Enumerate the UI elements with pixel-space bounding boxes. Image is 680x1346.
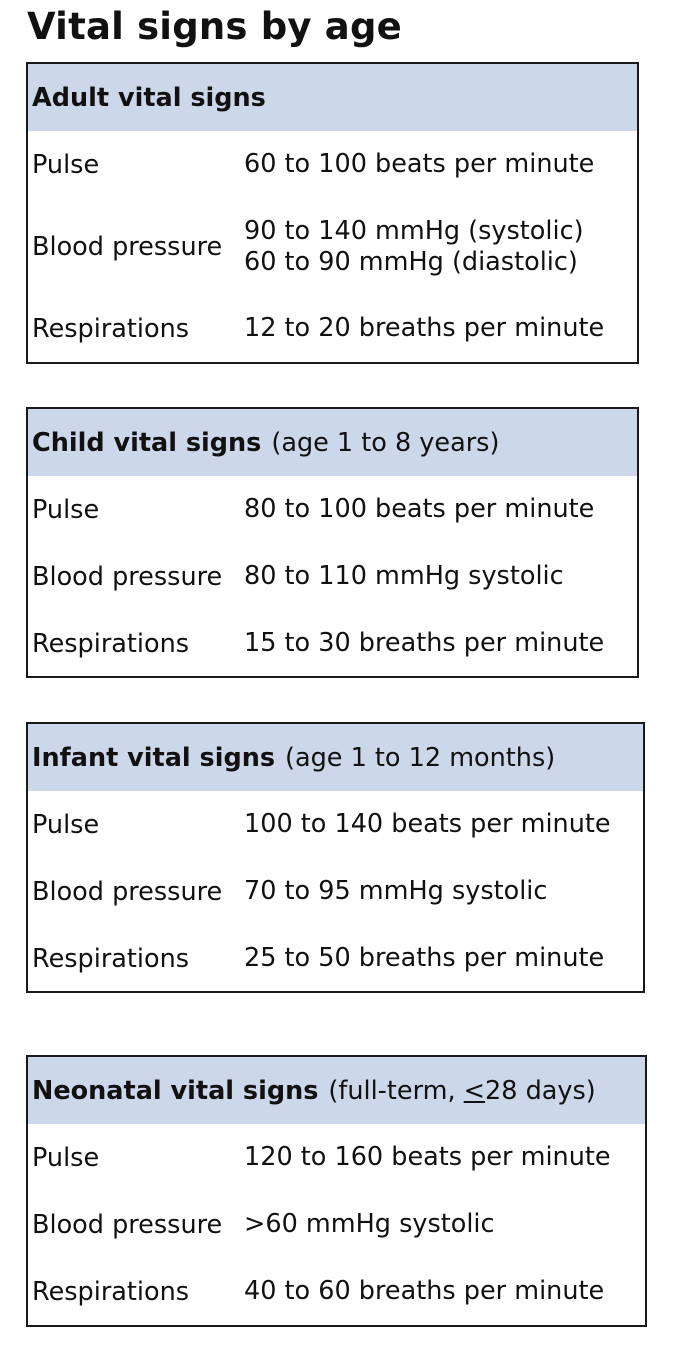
- row-label: Respirations: [32, 943, 190, 974]
- row-value: 80 to 110 mmHg systolic: [244, 561, 564, 591]
- adult-vitals-table: Adult vital signs Pulse 60 to 100 beats …: [26, 62, 639, 364]
- table-header: Adult vital signs: [28, 64, 637, 131]
- table-row-respirations: Respirations 40 to 60 breaths per minute: [28, 1258, 645, 1325]
- child-vitals-table: Child vital signs (age 1 to 8 years) Pul…: [26, 407, 639, 678]
- less-than-or-equal-symbol: <: [463, 1075, 486, 1106]
- row-label: Respirations: [32, 628, 190, 659]
- table-heading: Adult vital signs: [32, 82, 266, 113]
- row-value-diastolic: 60 to 90 mmHg (diastolic): [244, 246, 578, 277]
- row-label: Blood pressure: [32, 561, 223, 592]
- row-label: Respirations: [32, 1276, 190, 1307]
- table-row-blood-pressure: Blood pressure >60 mmHg systolic: [28, 1191, 645, 1258]
- row-label: Pulse: [32, 149, 100, 180]
- table-row-blood-pressure: Blood pressure 80 to 110 mmHg systolic: [28, 543, 637, 610]
- table-header: Infant vital signs (age 1 to 12 months): [28, 724, 643, 791]
- row-value-systolic: 90 to 140 mmHg (systolic): [244, 215, 584, 246]
- row-value: >60 mmHg systolic: [244, 1209, 495, 1239]
- table-heading: Child vital signs: [32, 427, 262, 458]
- row-label: Pulse: [32, 1142, 100, 1173]
- row-value: 12 to 20 breaths per minute: [244, 313, 605, 343]
- table-heading-note: (full-term, <28 days): [328, 1076, 595, 1106]
- row-label: Respirations: [32, 313, 190, 344]
- row-value: 40 to 60 breaths per minute: [244, 1276, 605, 1306]
- table-row-respirations: Respirations 25 to 50 breaths per minute: [28, 925, 643, 992]
- table-row-respirations: Respirations 12 to 20 breaths per minute: [28, 295, 637, 362]
- row-value: 25 to 50 breaths per minute: [244, 943, 605, 973]
- infant-vitals-table: Infant vital signs (age 1 to 12 months) …: [26, 722, 645, 993]
- row-value: 15 to 30 breaths per minute: [244, 628, 605, 658]
- table-header: Child vital signs (age 1 to 8 years): [28, 409, 637, 476]
- table-row-pulse: Pulse 100 to 140 beats per minute: [28, 791, 643, 858]
- row-value: 100 to 140 beats per minute: [244, 809, 611, 839]
- row-value-group: 90 to 140 mmHg (systolic) 60 to 90 mmHg …: [244, 216, 584, 278]
- row-label: Blood pressure: [32, 876, 223, 907]
- row-label: Blood pressure: [32, 231, 223, 262]
- table-heading: Infant vital signs: [32, 742, 276, 773]
- row-value: 120 to 160 beats per minute: [244, 1142, 611, 1172]
- page-title: Vital signs by age: [27, 5, 402, 48]
- row-value: 70 to 95 mmHg systolic: [244, 876, 548, 906]
- table-row-blood-pressure: Blood pressure 70 to 95 mmHg systolic: [28, 858, 643, 925]
- table-row-pulse: Pulse 120 to 160 beats per minute: [28, 1124, 645, 1191]
- table-heading-note: (age 1 to 12 months): [285, 742, 556, 773]
- table-row-pulse: Pulse 80 to 100 beats per minute: [28, 476, 637, 543]
- table-heading-note: (age 1 to 8 years): [271, 427, 500, 458]
- row-value: 80 to 100 beats per minute: [244, 494, 595, 524]
- table-row-pulse: Pulse 60 to 100 beats per minute: [28, 131, 637, 198]
- row-label: Pulse: [32, 494, 100, 525]
- row-label: Blood pressure: [32, 1209, 223, 1240]
- row-value: 60 to 100 beats per minute: [244, 149, 595, 179]
- row-label: Pulse: [32, 809, 100, 840]
- note-prefix: (full-term,: [328, 1075, 464, 1106]
- note-suffix: 28 days): [485, 1075, 596, 1106]
- table-row-respirations: Respirations 15 to 30 breaths per minute: [28, 610, 637, 677]
- neonatal-vitals-table: Neonatal vital signs (full-term, <28 day…: [26, 1055, 647, 1327]
- table-heading: Neonatal vital signs: [32, 1075, 319, 1106]
- table-row-blood-pressure: Blood pressure 90 to 140 mmHg (systolic)…: [28, 198, 637, 295]
- table-header: Neonatal vital signs (full-term, <28 day…: [28, 1057, 645, 1124]
